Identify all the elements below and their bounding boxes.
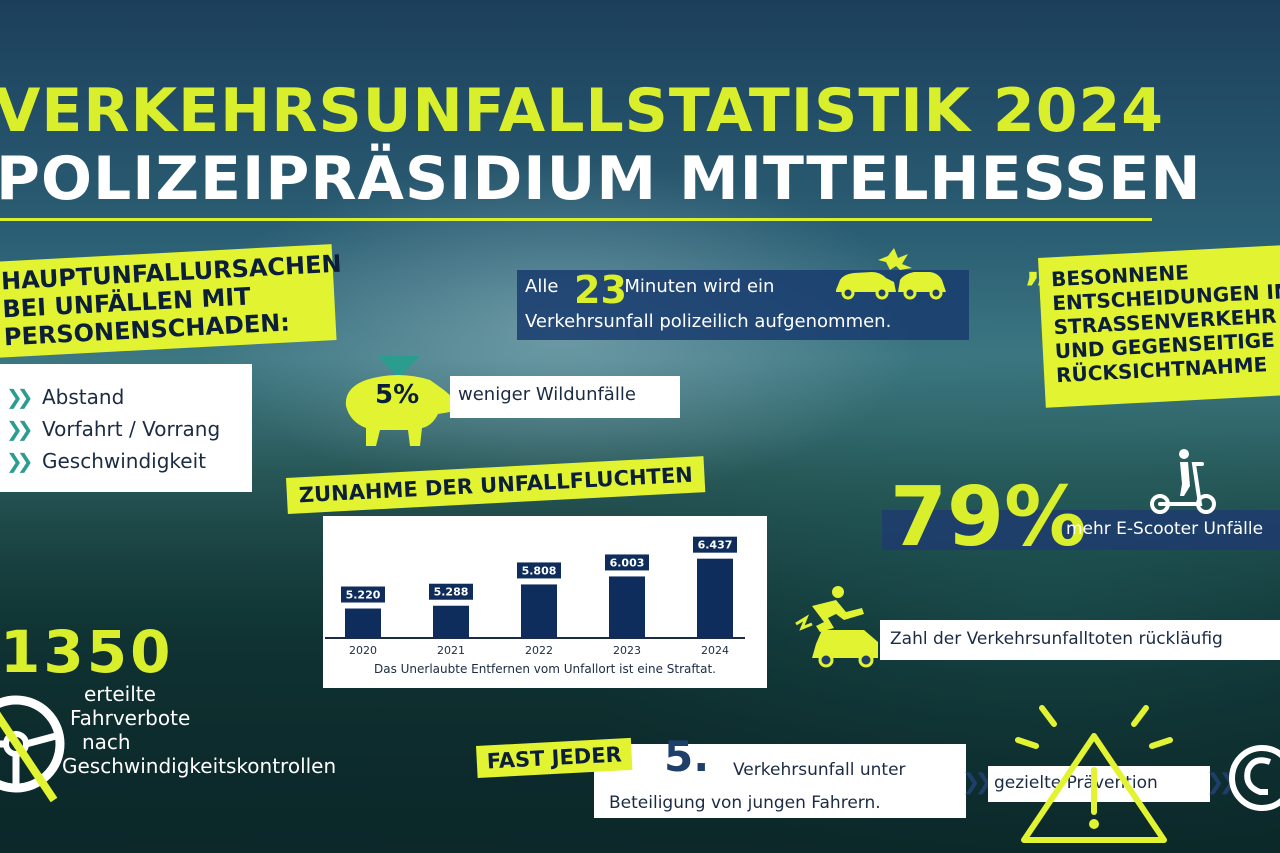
chevron-right-icon: ❯❯ [6,417,34,441]
police-logo-icon [1229,745,1280,811]
hitrun-bar-chart: 5.220 2020 5.288 2021 5.808 2022 6.003 2023 6.43… [325,536,745,657]
quote-text: BESONNENE ENTSCHEIDUNGEN IM STRASSENVERK… [1050,260,1280,388]
bar [609,576,645,638]
speed-bans-line: Fahrverbote [70,706,191,730]
car-crash-icon [836,248,946,300]
deaths-text: Zahl der Verkehrsunfalltoten rückläufig [890,629,1223,649]
speed-bans-line: nach [82,730,131,754]
young-drivers-number: 5. [664,732,710,781]
speed-bans-text: erteilte Fahrverbote nach Geschwindigkei… [62,682,336,778]
e-scooter-icon [1150,449,1216,514]
no-driving-steering-wheel-icon [0,695,65,803]
bar [697,558,733,638]
young-drivers-line-1: Verkehrsunfall unter [733,760,906,780]
speed-bans-line: Geschwindigkeitskontrollen [62,754,337,778]
cause-label: Abstand [42,385,125,409]
minutes-number: 23 [574,268,627,312]
warning-triangle-icon [1015,705,1173,843]
prevention-box [988,766,1210,802]
x-tick-label: 2020 [349,644,377,657]
chevron-right-icon: ❯❯ [962,770,993,795]
pedestrian-accident-icon [795,586,878,668]
speed-bans-line: erteilte [84,682,156,706]
young-drivers-line-2: Beteiligung von jungen Fahrern. [609,793,881,813]
value-label-bg [605,554,649,571]
value-label: 5.220 [346,589,381,602]
minutes-prefix: Alle [525,276,559,297]
chevron-right-icon: ❯❯ [6,449,34,473]
speed-bans-number: 1350 [0,618,174,686]
causes-title: HAUPTUNFALLURSACHEN BEI UNFÄLLEN MIT PER… [0,244,342,358]
cause-label: Vorfahrt / Vorrang [42,417,221,441]
minutes-suffix: Minuten wird ein [624,276,775,297]
deaths-box [880,620,1280,660]
x-tick-label: 2023 [613,644,641,657]
minutes-line-1: Alle Minuten wird ein [525,276,774,297]
value-label: 6.003 [610,556,645,569]
cause-label: Geschwindigkeit [42,449,207,473]
quote-box: BESONNENE ENTSCHEIDUNGEN IM STRASSENVERK… [1038,244,1280,408]
minutes-panel [517,270,969,340]
escooter-panel [882,510,1280,550]
escooter-text: mehr E-Scooter Unfälle [1066,519,1264,539]
value-label-bg [693,536,737,553]
x-tick-label: 2024 [701,644,729,657]
prevention-text: gezielte Prävention [994,773,1158,793]
title-line-1: VERKEHRSUNFALLSTATISTIK 2024 [0,76,1165,146]
hitrun-chart-panel: 5.220 2020 5.288 2021 5.808 2022 6.003 2023 6.43… [323,516,767,688]
wildlife-percent: 5% [375,380,420,410]
title-divider [0,218,1152,221]
minutes-line-2: Verkehrsunfall polizeilich aufgenommen. [525,311,892,332]
young-drivers-box [594,744,966,818]
value-label-bg [429,583,473,600]
causes-list: ❯❯ Abstand ❯❯ Vorfahrt / Vorrang ❯❯ Geschwi… [0,364,252,492]
hitrun-caption: Das Unerlaubte Entfernen vom Unfallort i… [373,662,716,676]
value-label: 6.437 [698,539,733,552]
title-line-2: POLIZEIPRÄSIDIUM MITTELHESSEN [0,144,1202,214]
cause-item: ❯❯ Vorfahrt / Vorrang [6,414,220,444]
escooter-percent: 79% [890,470,1087,565]
cause-item: ❯❯ Abstand [6,382,124,412]
bar [345,608,381,638]
value-label: 5.808 [522,564,557,577]
wild-boar-icon [345,356,460,446]
x-tick-label: 2022 [525,644,553,657]
bar [433,605,469,638]
value-label-bg [517,562,561,579]
x-tick-label: 2021 [437,644,465,657]
wildlife-box [450,376,680,418]
cause-item: ❯❯ Geschwindigkeit [6,446,206,476]
wildlife-text: weniger Wildunfälle [458,384,636,405]
value-label: 5.288 [434,586,469,599]
bar [521,584,557,638]
chevron-right-icon: ❯❯ [6,385,34,409]
value-label-bg [341,586,385,603]
